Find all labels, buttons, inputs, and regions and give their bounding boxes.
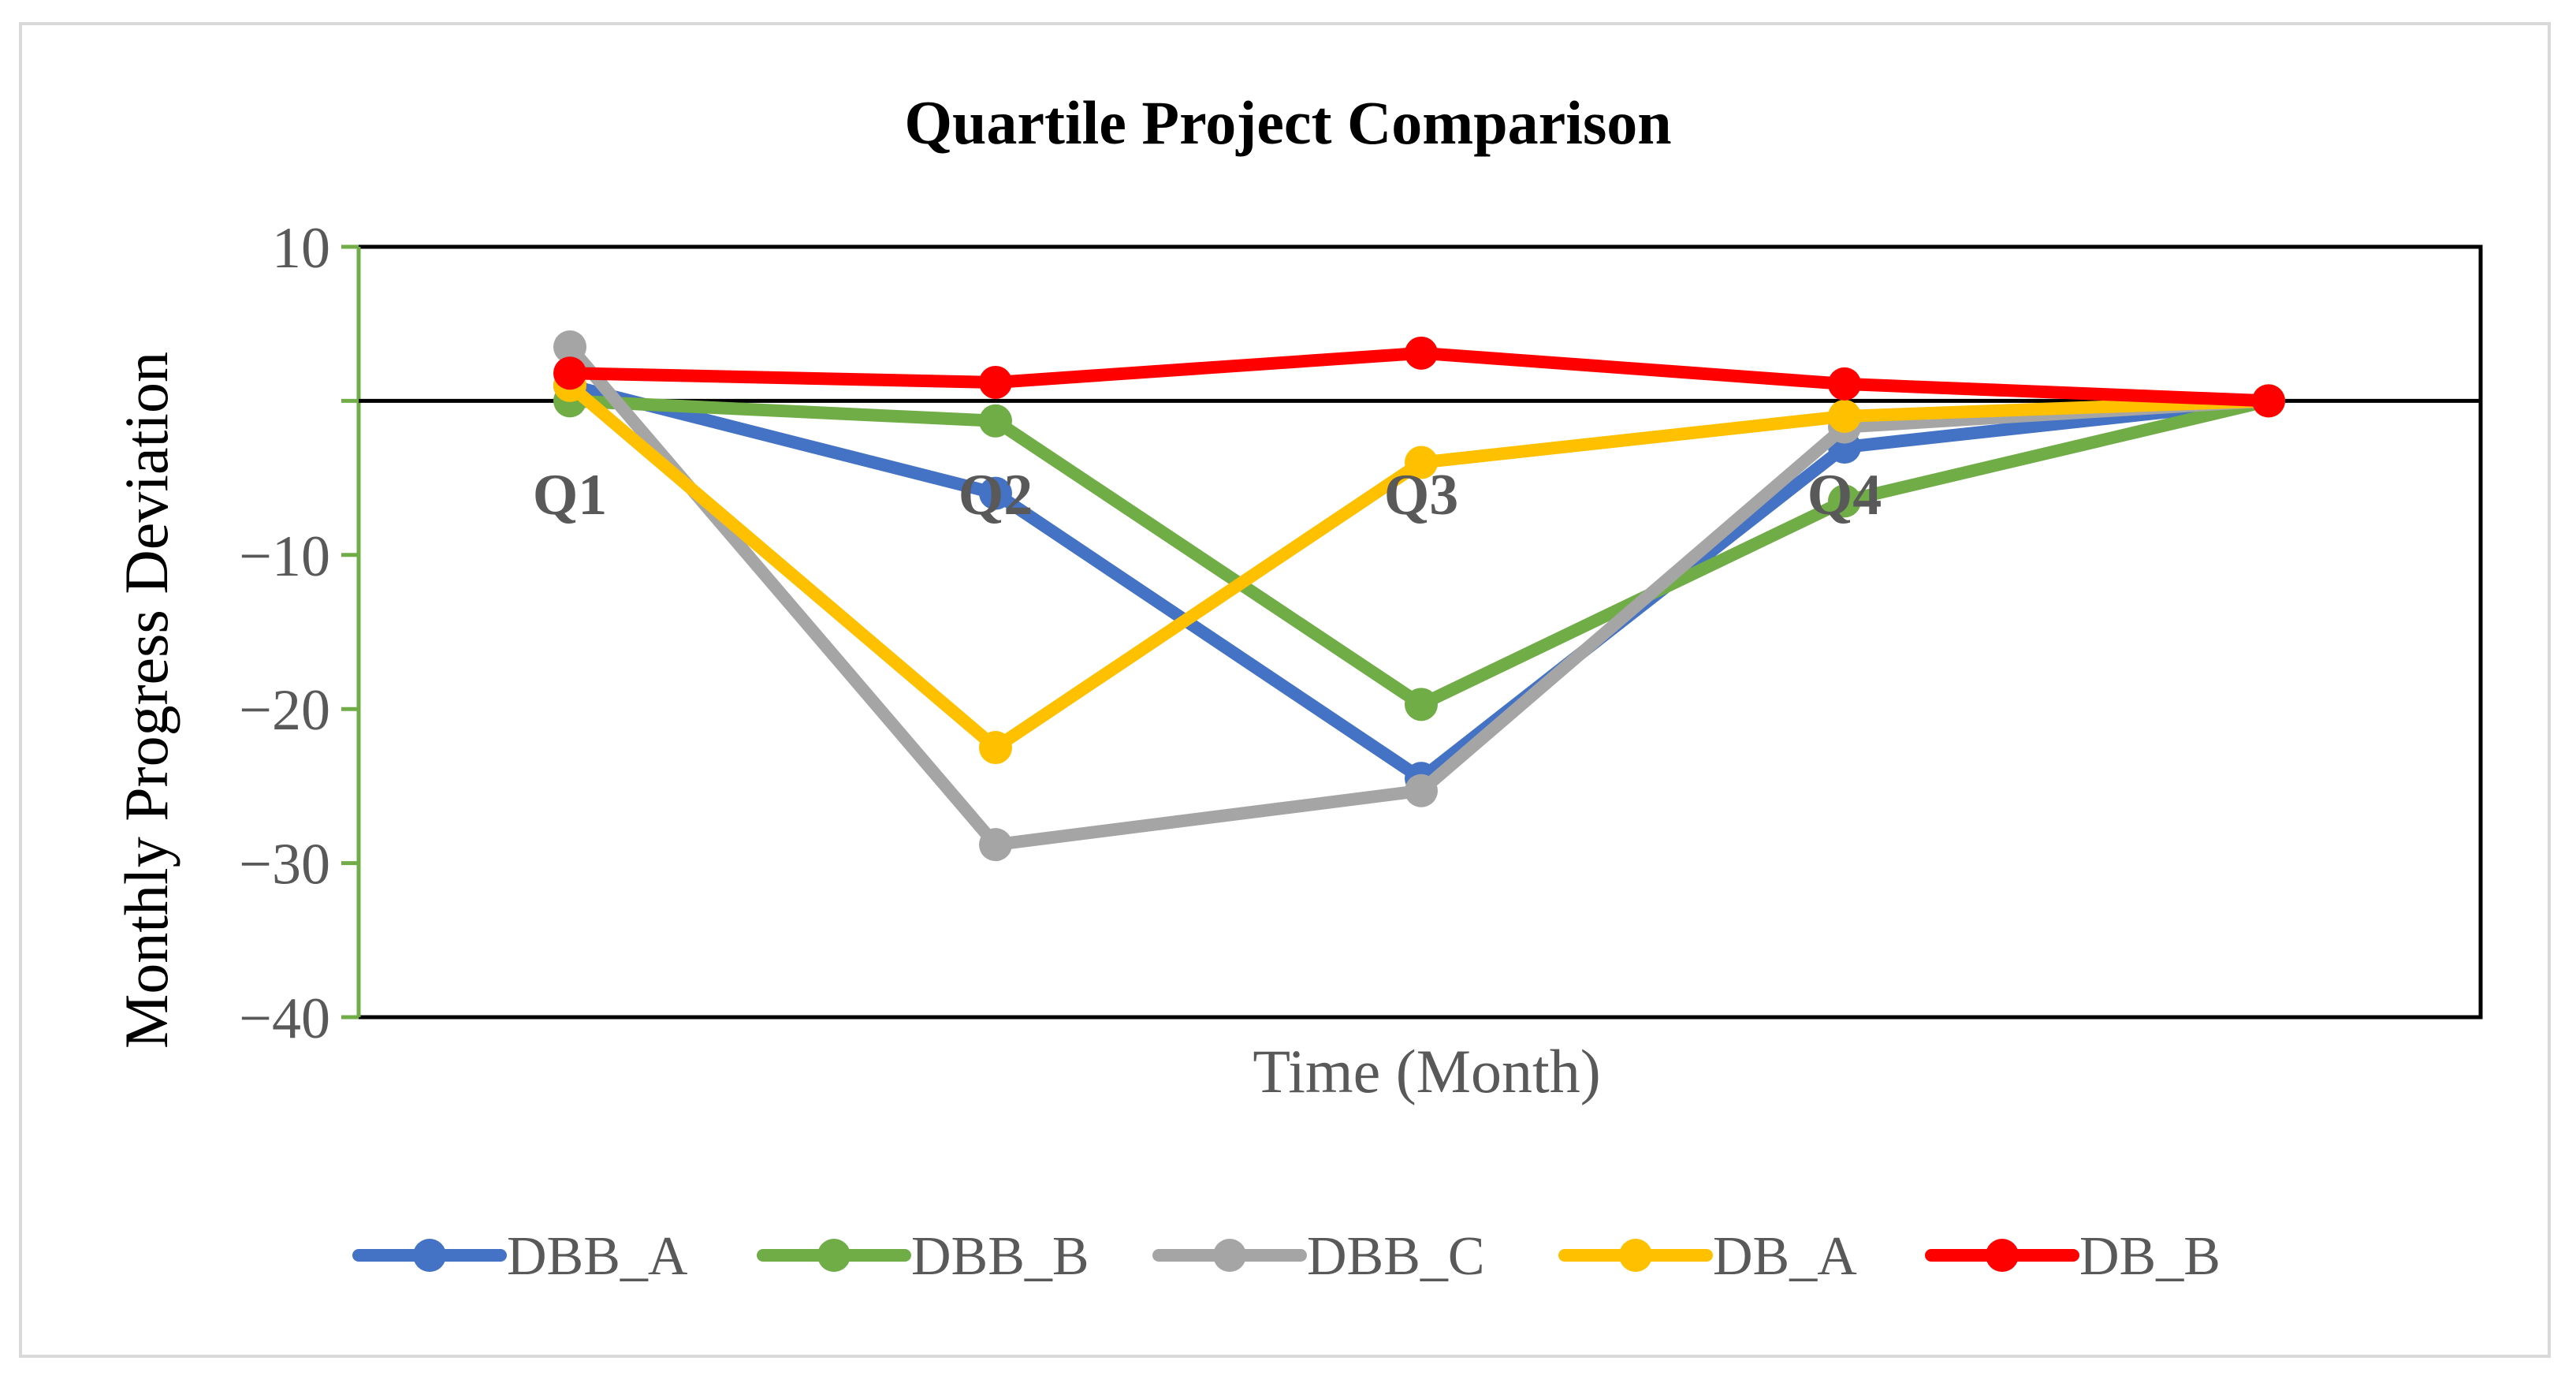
y-tick-label: −40: [239, 986, 330, 1051]
data-point: [1405, 774, 1438, 807]
data-point: [979, 404, 1012, 438]
data-point: [979, 731, 1012, 765]
data-point: [553, 330, 586, 364]
series-layer: [553, 330, 2285, 862]
legend-label: DB_B: [2079, 1226, 2220, 1287]
legend-swatch-marker: [1986, 1239, 2019, 1272]
legend-swatch-marker: [1619, 1239, 1652, 1272]
legend-label: DB_A: [1713, 1226, 1857, 1287]
y-tick-label: −20: [239, 678, 330, 743]
data-point: [1405, 446, 1438, 479]
legend-label: DBB_A: [507, 1226, 688, 1287]
legend: DBB_A DBB_B DBB_C DB_A DB_B: [352, 1226, 2220, 1287]
data-point: [1828, 484, 1861, 518]
data-point: [1405, 688, 1438, 721]
legend-item-dbb-a: DBB_A: [352, 1226, 688, 1287]
y-axis-title: Monthly Progress Deviation: [112, 352, 181, 1049]
category-label: Q1: [533, 463, 608, 528]
x-axis-title: Time (Month): [1253, 1037, 1600, 1105]
legend-label: DBB_B: [911, 1226, 1089, 1287]
data-point: [979, 828, 1012, 862]
data-point: [1405, 336, 1438, 370]
legend-item-dbb-b: DBB_B: [757, 1226, 1089, 1287]
data-point: [2252, 384, 2285, 418]
data-point: [1828, 367, 1861, 401]
chart-title: Quartile Project Comparison: [904, 88, 1671, 157]
axes: 10 −10 −20 −30 −40: [239, 216, 2483, 1051]
legend-swatch-marker: [413, 1239, 446, 1272]
legend-item-db-a: DB_A: [1558, 1226, 1857, 1287]
y-tick-label: −10: [239, 524, 330, 589]
data-point: [979, 476, 1012, 510]
legend-swatch-marker: [1213, 1239, 1246, 1272]
y-tick-label: 10: [272, 216, 330, 281]
legend-label: DBB_C: [1307, 1226, 1485, 1287]
category-label: Q2: [959, 463, 1033, 528]
data-point: [979, 365, 1012, 399]
category-labels: Q1 Q2 Q3 Q4: [533, 463, 1882, 528]
data-point: [553, 356, 586, 390]
legend-swatch-marker: [817, 1239, 851, 1272]
category-label: Q4: [1807, 463, 1882, 528]
legend-item-db-b: DB_B: [1925, 1226, 2220, 1287]
category-label: Q3: [1384, 463, 1459, 528]
legend-item-dbb-c: DBB_C: [1152, 1226, 1485, 1287]
y-tick-label: −30: [239, 833, 330, 897]
data-point: [1828, 399, 1861, 433]
